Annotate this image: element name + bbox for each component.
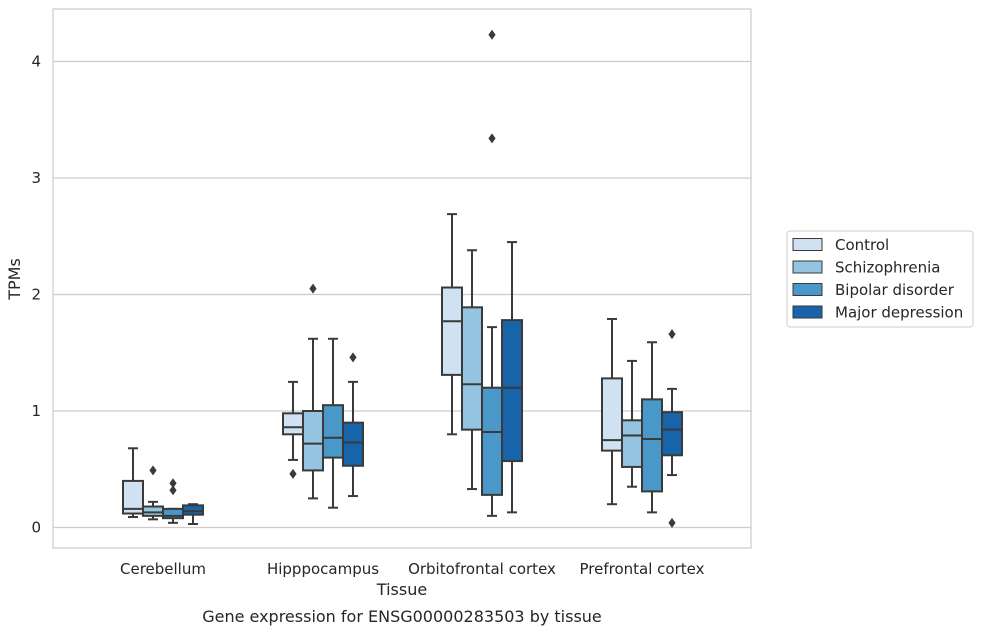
x-tick-label: Cerebellum [120,560,206,578]
box [601,317,623,506]
box [621,359,643,488]
box [142,465,164,521]
box-body [641,398,663,493]
box [282,380,304,479]
x-tick-label: Hipppocampus [267,560,379,578]
gridlines [53,60,751,529]
box-body [122,479,144,515]
outlier-point [668,329,676,340]
box [661,329,683,528]
y-tick-label: 4 [31,53,41,71]
legend-swatch [792,283,823,296]
legend-label: Bipolar disorder [835,281,955,299]
box [441,213,463,436]
box-body [661,411,683,457]
box-body [282,412,304,436]
box-body [481,386,503,496]
x-axis-label: Tissue [376,580,427,599]
y-axis-label: TPMs [5,258,24,301]
legend: Control Schizophrenia Bipolar disorder Majo… [786,230,974,328]
outlier-point [289,468,297,479]
box-body [322,404,344,459]
legend-swatch [792,260,823,274]
box [302,283,324,500]
y-tick-label: 1 [31,402,41,420]
outlier-point [309,283,317,294]
outlier-point [349,352,357,363]
chart-caption: Gene expression for ENSG00000283503 by t… [202,607,602,626]
box [162,478,184,524]
box [641,341,663,514]
y-tick-label: 2 [31,286,41,304]
outlier-point [149,465,157,476]
y-tick-label: 0 [31,519,41,537]
box-body [302,410,324,472]
box [461,249,483,491]
y-tick-labels: 0 1 2 3 4 [31,53,41,537]
box [342,352,364,498]
x-tick-label: Orbitofrontal cortex [408,560,556,578]
box-body [182,504,204,516]
legend-swatch [792,305,823,319]
outlier-point [488,133,496,144]
plot-frame [52,8,752,549]
box-body [621,419,643,468]
box-body [601,377,623,452]
outlier-point [169,478,177,489]
box-body [142,505,164,517]
legend-frame [786,230,974,328]
box [182,503,204,526]
outlier-point [668,517,676,528]
box-body [342,421,364,467]
legend-label: Major depression [835,304,963,322]
box-body [501,319,523,463]
legend-label: Control [835,236,889,254]
outlier-point [169,485,177,496]
box [122,447,144,519]
box [501,241,523,514]
box [322,337,344,509]
box [481,29,503,517]
outlier-point [488,29,496,40]
legend-label: Schizophrenia [835,259,940,277]
x-tick-label: Prefrontal cortex [580,560,705,578]
x-tick-labels: Cerebellum Hipppocampus Orbitofrontal cort… [120,560,705,578]
box-body [441,286,463,376]
box-series [122,29,683,528]
legend-swatch [792,238,823,251]
y-tick-label: 3 [31,169,41,187]
box-body [461,306,483,431]
